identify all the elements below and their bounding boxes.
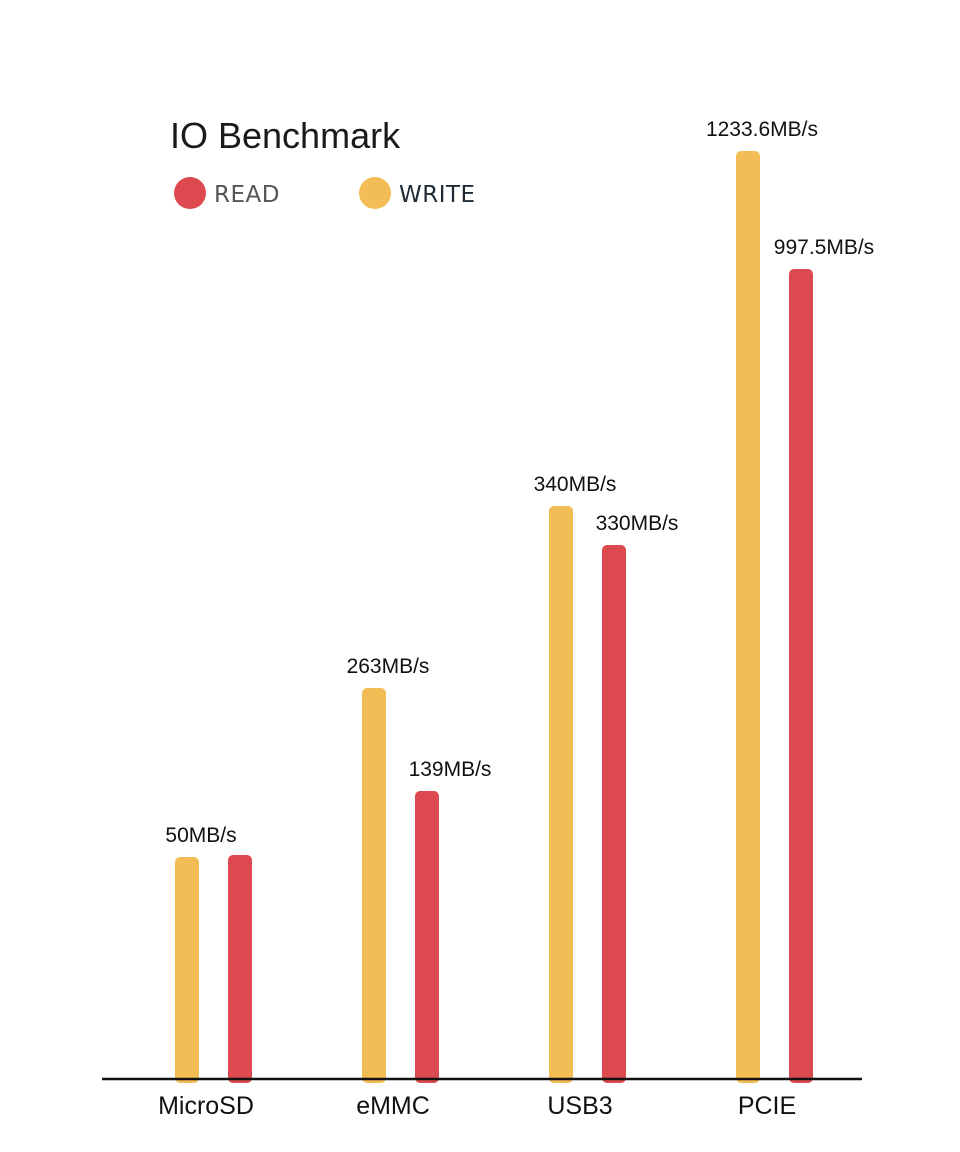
legend-write-label: WRITE bbox=[399, 182, 476, 208]
value-label-read-pcie: 997.5MB/s bbox=[774, 236, 874, 259]
category-labels-layer: MicroSD eMMC USB3 PCIE bbox=[158, 1092, 796, 1120]
value-label-read-usb3: 330MB/s bbox=[596, 512, 679, 535]
category-label-pcie: PCIE bbox=[738, 1092, 796, 1120]
value-label-write-emmc: 263MB/s bbox=[347, 655, 430, 678]
value-label-read-emmc: 139MB/s bbox=[409, 758, 492, 781]
bar-write-pcie bbox=[736, 151, 760, 1083]
bar-write-emmc bbox=[362, 688, 386, 1083]
value-label-write-microsd: 50MB/s bbox=[165, 824, 236, 847]
category-label-microsd: MicroSD bbox=[158, 1092, 254, 1120]
legend-write-swatch bbox=[359, 177, 391, 209]
bar-read-usb3 bbox=[602, 545, 626, 1083]
category-label-emmc: eMMC bbox=[356, 1092, 430, 1120]
value-label-write-pcie: 1233.6MB/s bbox=[706, 118, 818, 141]
legend: READ WRITE bbox=[174, 177, 476, 209]
bar-read-pcie bbox=[789, 269, 813, 1083]
value-labels-layer: 50MB/s 263MB/s 340MB/s 1233.6MB/s 139MB/s 330… bbox=[165, 118, 874, 847]
chart-title: IO Benchmark bbox=[170, 115, 401, 156]
bar-read-emmc bbox=[415, 791, 439, 1083]
bar-write-usb3 bbox=[549, 506, 573, 1083]
bars-layer bbox=[175, 151, 813, 1083]
legend-read-label: READ bbox=[214, 182, 280, 208]
legend-read-swatch bbox=[174, 177, 206, 209]
value-label-write-usb3: 340MB/s bbox=[534, 473, 617, 496]
bar-write-microsd bbox=[175, 857, 199, 1083]
category-label-usb3: USB3 bbox=[547, 1092, 612, 1120]
bar-read-microsd bbox=[228, 855, 252, 1083]
